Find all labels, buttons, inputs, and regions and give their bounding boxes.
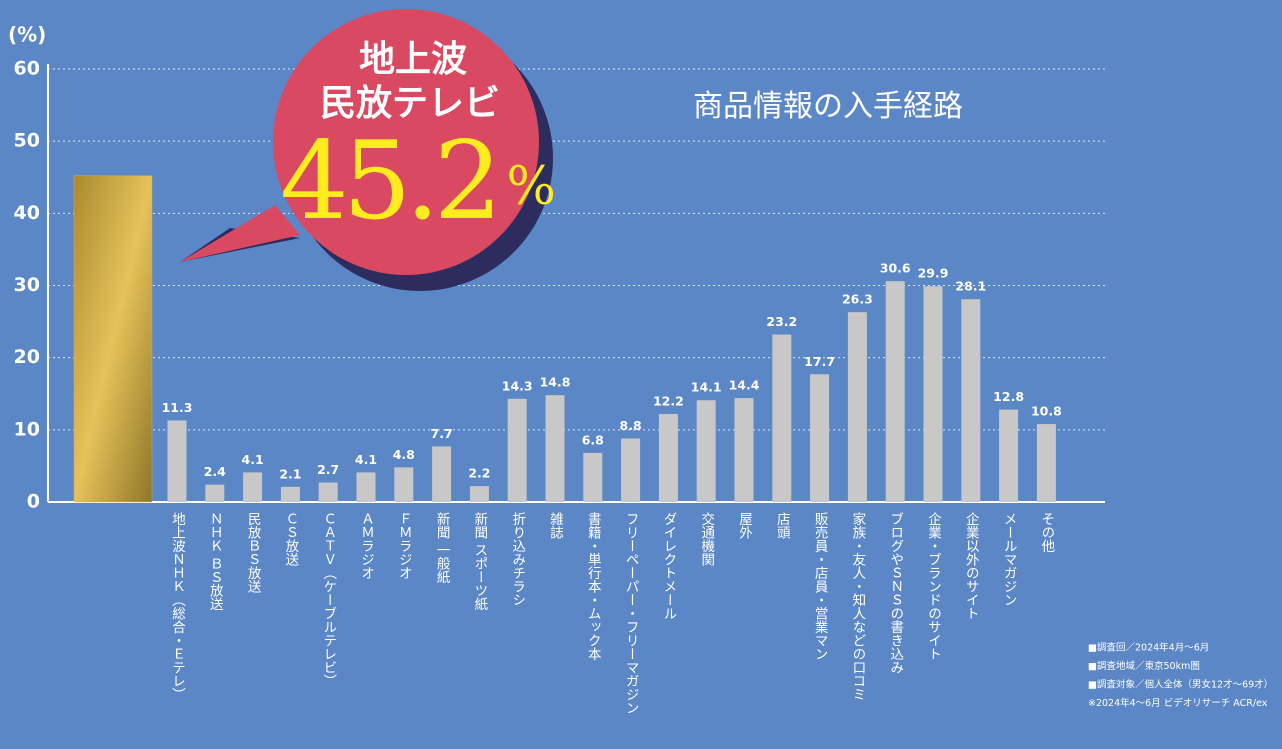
bar [243, 472, 263, 502]
bar [507, 398, 527, 502]
x-tick-label: 企業・ブランドのサイト [925, 511, 942, 661]
x-tick-label: その他 [1038, 512, 1055, 554]
value-label: 14.1 [691, 380, 722, 395]
x-tick-label: ＣＡＴＶ（ケーブルテレビ） [320, 512, 337, 688]
value-label: 14.8 [540, 375, 571, 390]
bar [923, 286, 943, 502]
note: ■調査地域／東京50km圏 [1088, 660, 1200, 672]
value-label: 23.2 [766, 314, 797, 329]
value-label: 30.6 [880, 261, 911, 276]
note: ■調査対象／個人全体（男女12才～69才） [1088, 679, 1273, 691]
bar [772, 334, 792, 502]
callout-line: 民放テレビ [320, 82, 500, 124]
value-label: 11.3 [162, 400, 193, 415]
y-tick-label: 40 [14, 202, 40, 224]
x-tick-label: ブログやＳＮＳの書き込み [887, 512, 904, 675]
x-tick-label: 折り込みチラシ [509, 512, 526, 607]
bar [961, 299, 981, 502]
x-tick-label: ＮＨＫ ＢＳ放送 [207, 512, 224, 612]
bar [394, 467, 414, 502]
callout-line: 地上波 [359, 38, 467, 80]
value-label: 12.8 [993, 389, 1024, 404]
bar [167, 420, 187, 502]
bar [885, 281, 905, 502]
value-label: 4.1 [355, 452, 377, 467]
bar [73, 175, 153, 503]
bar [432, 446, 452, 502]
bar [847, 312, 867, 502]
y-axis-label: (%) [8, 23, 46, 47]
x-tick-label: 書籍・単行本・ムック本 [585, 512, 602, 661]
value-label: 26.3 [842, 292, 873, 307]
value-label: 7.7 [431, 426, 453, 441]
callout-value: 45.2% [280, 119, 556, 244]
bar [205, 484, 225, 502]
value-label: 2.4 [204, 464, 226, 479]
x-tick-label: フリーペーパー・フリーマガジン [623, 512, 640, 715]
bar [545, 395, 565, 502]
bar [469, 486, 489, 502]
note: ■調査回／2024年4月～6月 [1088, 642, 1209, 654]
bar [999, 409, 1019, 502]
x-tick-label: 雑誌 [547, 512, 564, 540]
bar [810, 374, 830, 502]
callout-value-number: 45.2 [280, 119, 496, 244]
x-tick-label: 企業以外のサイト [963, 511, 980, 620]
y-tick-label: 50 [14, 130, 40, 152]
bar [318, 482, 338, 502]
bar [280, 486, 300, 502]
x-tick-label: 交通機関 [698, 511, 715, 568]
x-tick-label: 地上波ＮＨＫ（総合・Ｅテレ） [169, 512, 186, 701]
plot: 0 10 20 30 40 50 60 11.3 地上波ＮＨＫ（総合・Ｅテレ） 2.4 ＮＨＫ ＢＳ… [14, 58, 1105, 715]
callout-circle [273, 9, 539, 275]
y-tick-label: 20 [14, 346, 40, 368]
bar [734, 398, 754, 502]
x-tick-label: ＦＭラジオ [396, 512, 412, 580]
callout-pointer [180, 205, 300, 262]
x-tick-label: ＣＳ放送 [282, 512, 299, 567]
value-label: 2.2 [468, 466, 490, 481]
value-label: 10.8 [1031, 404, 1062, 419]
value-label: 2.1 [279, 466, 301, 481]
y-tick-label: 0 [27, 491, 40, 513]
value-label: 28.1 [955, 279, 986, 294]
bar [621, 438, 641, 502]
bar [1036, 424, 1056, 502]
x-tick-label: 新聞 一般紙 [434, 512, 451, 585]
y-tick-label: 30 [14, 274, 40, 296]
x-tick-label: 販売員・店員・営業マン [812, 512, 829, 661]
note: ※2024年4～6月 ビデオリサーチ ACR/ex [1088, 697, 1268, 709]
value-label: 8.8 [620, 418, 642, 433]
x-tick-label: 屋外 [736, 512, 753, 539]
value-label: 4.8 [393, 447, 415, 462]
y-tick-label: 60 [14, 58, 40, 80]
x-tick-label: 店頭 [774, 512, 791, 540]
x-tick-label: ＡＭラジオ [358, 512, 374, 580]
x-tick-label: 新聞 スポーツ紙 [471, 512, 488, 612]
x-tick-label: 家族・友人・知人などの口コミ [849, 511, 866, 701]
chart-title: 商品情報の入手経路 [693, 89, 963, 124]
value-label: 4.1 [242, 452, 264, 467]
value-label: 12.2 [653, 393, 684, 408]
x-tick-label: メールマガジン [1001, 512, 1017, 607]
value-label: 6.8 [582, 432, 604, 447]
bar [356, 472, 376, 502]
value-label: 2.7 [317, 462, 339, 477]
value-label: 29.9 [918, 266, 949, 281]
value-label: 14.3 [502, 378, 533, 393]
x-tick-label: 民放ＢＳ放送 [245, 512, 262, 594]
value-label: 17.7 [804, 354, 835, 369]
bar [583, 452, 603, 502]
callout-value-unit: % [506, 157, 555, 217]
y-tick-label: 10 [14, 418, 40, 440]
bar [696, 400, 716, 502]
x-tick-label: ダイレクトメール [660, 512, 676, 620]
value-label: 14.4 [729, 378, 760, 393]
bar [658, 413, 678, 502]
